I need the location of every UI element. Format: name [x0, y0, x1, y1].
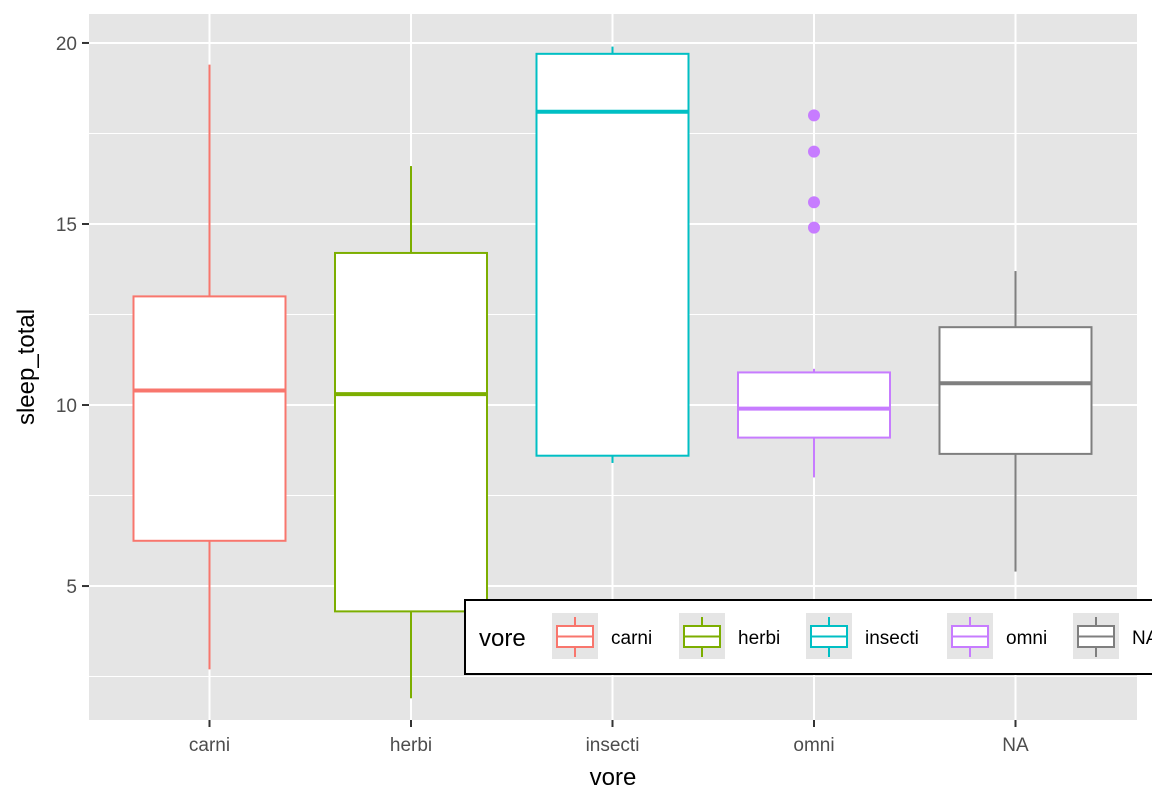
outlier-point	[808, 109, 820, 122]
x-axis: carni herbi insecti omni NA	[189, 720, 1029, 756]
box-series	[132, 46, 1093, 699]
y-tick-label: 10	[56, 396, 77, 417]
legend-title: vore	[479, 625, 526, 652]
box-herbi	[334, 166, 488, 699]
y-axis-title: sleep_total	[13, 309, 40, 425]
box-iqr	[132, 295, 287, 542]
legend-entry-herbi: herbi	[679, 613, 780, 659]
legend-label: carni	[611, 628, 652, 649]
box-NA	[938, 271, 1093, 572]
x-tick-label: insecti	[586, 735, 640, 756]
legend-entry-omni: omni	[947, 613, 1047, 659]
legend-entry-carni: carni	[552, 613, 652, 659]
outlier-point	[808, 221, 820, 234]
x-tick-label: herbi	[390, 735, 432, 756]
legend-label: insecti	[865, 628, 919, 649]
box-omni	[737, 109, 891, 478]
box-carni	[132, 64, 287, 670]
box-iqr	[938, 326, 1093, 455]
box-insecti	[535, 46, 690, 463]
legend: vore carni herbi insecti omni NA	[464, 599, 1152, 675]
outlier-point	[808, 196, 820, 209]
y-tick-label: 5	[66, 577, 77, 598]
legend-label: herbi	[738, 628, 780, 649]
box-iqr	[535, 52, 690, 457]
outlier-point	[808, 145, 820, 158]
y-axis: 5 10 15 20	[56, 34, 89, 598]
x-tick-label: NA	[1002, 735, 1029, 756]
y-tick-label: 20	[56, 34, 77, 55]
x-tick-label: omni	[793, 735, 834, 756]
x-axis-title: vore	[590, 764, 637, 791]
box-iqr	[737, 371, 891, 439]
y-tick-label: 15	[56, 215, 77, 236]
box-iqr	[334, 251, 488, 613]
x-tick-label: carni	[189, 735, 230, 756]
legend-label: omni	[1006, 628, 1047, 649]
legend-entry-insecti: insecti	[806, 613, 919, 659]
legend-label: NA	[1132, 628, 1152, 649]
legend-entry-NA: NA	[1073, 613, 1152, 659]
